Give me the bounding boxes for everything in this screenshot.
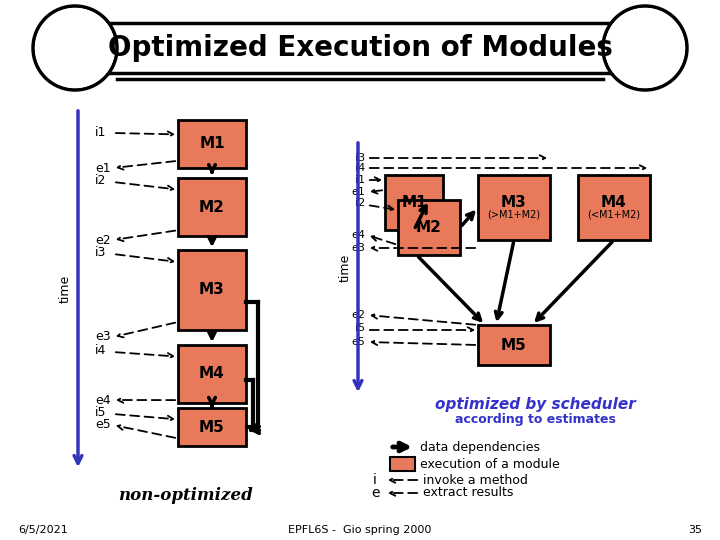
Circle shape <box>33 6 117 90</box>
Text: time: time <box>338 253 351 282</box>
Text: i4: i4 <box>355 163 365 173</box>
Circle shape <box>605 8 685 88</box>
Text: time: time <box>58 275 71 303</box>
Text: 6/5/2021: 6/5/2021 <box>18 525 68 535</box>
Text: extract results: extract results <box>423 487 513 500</box>
Text: e4: e4 <box>95 394 111 407</box>
Text: non-optimized: non-optimized <box>117 487 253 503</box>
FancyBboxPatch shape <box>178 250 246 330</box>
Text: i1: i1 <box>355 175 365 185</box>
Text: e1: e1 <box>351 187 365 197</box>
Text: i4: i4 <box>95 343 107 356</box>
Text: optimized by scheduler: optimized by scheduler <box>435 397 635 413</box>
FancyBboxPatch shape <box>390 457 415 471</box>
Text: M1: M1 <box>199 137 225 152</box>
FancyBboxPatch shape <box>178 120 246 168</box>
Text: invoke a method: invoke a method <box>423 474 528 487</box>
Text: according to estimates: according to estimates <box>454 414 616 427</box>
Text: (<M1+M2): (<M1+M2) <box>588 210 641 219</box>
Polygon shape <box>75 23 645 73</box>
Text: execution of a module: execution of a module <box>420 457 559 470</box>
Text: i2: i2 <box>355 198 365 208</box>
Circle shape <box>35 8 115 88</box>
Text: M5: M5 <box>501 338 527 353</box>
Text: (>M1+M2): (>M1+M2) <box>487 210 541 219</box>
Text: i3: i3 <box>95 246 107 259</box>
Text: M2: M2 <box>199 199 225 214</box>
Text: e2: e2 <box>351 310 365 320</box>
Text: i3: i3 <box>355 153 365 163</box>
Text: Optimized Execution of Modules: Optimized Execution of Modules <box>107 34 613 62</box>
Circle shape <box>603 6 687 90</box>
Text: EPFL6S -  Gio spring 2000: EPFL6S - Gio spring 2000 <box>288 525 432 535</box>
Text: e5: e5 <box>351 337 365 347</box>
Text: i5: i5 <box>355 323 365 333</box>
Text: i2: i2 <box>95 173 107 186</box>
Text: e2: e2 <box>95 233 111 246</box>
Text: e3: e3 <box>351 243 365 253</box>
Text: i: i <box>373 473 377 487</box>
Text: i5: i5 <box>95 406 107 419</box>
Text: e5: e5 <box>95 418 111 431</box>
FancyBboxPatch shape <box>398 200 460 255</box>
Text: i1: i1 <box>95 126 107 139</box>
Text: M1: M1 <box>401 195 427 210</box>
Text: M4: M4 <box>199 367 225 381</box>
FancyBboxPatch shape <box>385 175 443 230</box>
Text: 35: 35 <box>688 525 702 535</box>
FancyBboxPatch shape <box>478 175 550 240</box>
Text: data dependencies: data dependencies <box>420 441 540 454</box>
Text: e: e <box>371 486 379 500</box>
Text: e3: e3 <box>95 330 111 343</box>
Text: M5: M5 <box>199 420 225 435</box>
Text: e1: e1 <box>95 161 111 174</box>
FancyBboxPatch shape <box>178 178 246 236</box>
Text: e4: e4 <box>351 230 365 240</box>
FancyBboxPatch shape <box>178 345 246 403</box>
Text: M3: M3 <box>199 282 225 298</box>
FancyBboxPatch shape <box>178 408 246 446</box>
Text: M2: M2 <box>416 220 442 235</box>
Text: M4: M4 <box>601 195 627 210</box>
Text: M3: M3 <box>501 195 527 210</box>
FancyBboxPatch shape <box>478 325 550 365</box>
FancyBboxPatch shape <box>578 175 650 240</box>
